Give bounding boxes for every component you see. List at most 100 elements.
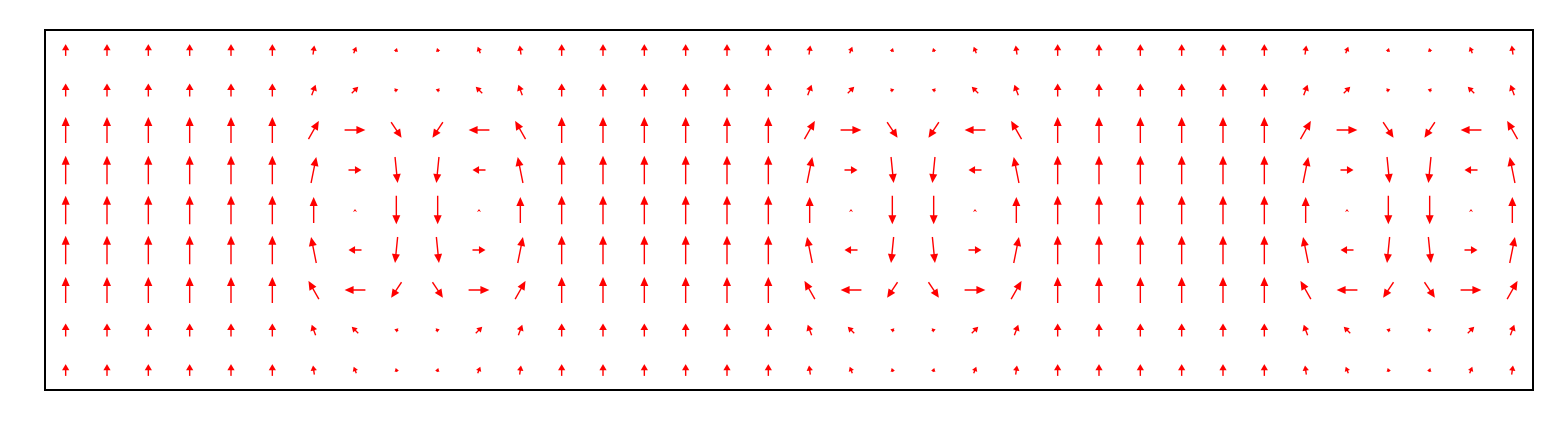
arrow	[1095, 277, 1103, 303]
arrow	[1427, 368, 1432, 373]
arrow	[472, 166, 486, 174]
arrow	[1425, 195, 1434, 225]
arrow	[1095, 44, 1103, 56]
arrow	[1011, 157, 1020, 184]
arrow	[1336, 126, 1358, 134]
arrow	[1302, 157, 1311, 184]
arrow	[1508, 324, 1516, 336]
arrow	[185, 195, 194, 225]
arrow	[681, 117, 690, 143]
arrow	[849, 209, 853, 212]
arrow	[1053, 195, 1062, 225]
arrow	[1219, 277, 1227, 303]
arrow	[805, 197, 814, 223]
arrow	[268, 44, 276, 56]
arrow	[927, 281, 939, 298]
arrow	[806, 365, 813, 375]
arrow	[227, 117, 235, 143]
arrow	[1219, 364, 1227, 376]
arrow	[1136, 117, 1145, 143]
arrow	[764, 44, 772, 56]
arrow	[929, 156, 938, 183]
arrow	[1013, 365, 1020, 375]
arrow	[351, 86, 359, 94]
arrow	[344, 126, 366, 134]
arrow	[971, 326, 979, 334]
arrow	[103, 323, 111, 337]
arrow	[435, 48, 441, 53]
arrow	[1136, 155, 1145, 185]
arrow	[972, 46, 978, 54]
arrow	[144, 277, 153, 303]
arrow	[103, 195, 111, 225]
arrow	[1260, 364, 1268, 376]
arrow	[1219, 44, 1227, 56]
arrow	[433, 156, 442, 183]
arrow	[1460, 126, 1482, 134]
arrow	[268, 83, 277, 97]
arrow	[352, 366, 358, 374]
arrow	[764, 155, 773, 185]
arrow	[351, 326, 359, 334]
arrow	[517, 365, 524, 375]
arrow	[1302, 365, 1309, 375]
arrow	[62, 364, 70, 376]
arrow	[1260, 44, 1268, 56]
arrow	[1468, 46, 1474, 54]
arrow	[640, 235, 649, 265]
arrow	[144, 44, 152, 56]
arrow	[61, 195, 70, 225]
arrow	[557, 323, 566, 337]
arrow	[1345, 209, 1349, 212]
arrow	[964, 286, 986, 294]
arrow	[640, 83, 649, 97]
arrow	[1260, 277, 1269, 303]
arrow	[103, 155, 111, 185]
arrow	[848, 366, 854, 374]
arrow	[394, 368, 399, 373]
arrow	[61, 235, 70, 265]
arrow	[1219, 235, 1227, 265]
arrow	[310, 365, 317, 375]
arrow	[764, 364, 772, 376]
arrow	[1178, 44, 1186, 56]
arrow	[227, 323, 235, 337]
arrow	[844, 166, 858, 174]
arrow	[640, 195, 649, 225]
arrow	[681, 195, 690, 225]
arrow	[928, 121, 940, 138]
arrow	[557, 83, 566, 97]
arrow	[1426, 236, 1435, 263]
arrow	[968, 246, 982, 254]
arrow	[186, 364, 194, 376]
arrow	[1509, 45, 1516, 55]
arrow	[1386, 368, 1391, 373]
arrow	[227, 83, 235, 97]
arrow	[723, 277, 731, 303]
arrow	[640, 364, 648, 376]
arrow	[640, 117, 649, 143]
arrow	[103, 83, 111, 97]
arrow	[968, 166, 982, 174]
arrow	[468, 286, 490, 294]
arrow	[472, 246, 486, 254]
arrow	[1424, 121, 1436, 138]
arrow	[1425, 156, 1434, 183]
arrow	[1260, 195, 1269, 225]
arrow	[931, 88, 936, 93]
arrow	[1386, 328, 1391, 333]
arrow	[476, 366, 482, 374]
arrow	[599, 44, 607, 56]
arrow	[392, 195, 401, 225]
arrow	[103, 44, 111, 56]
arrow	[61, 323, 70, 337]
arrow	[103, 235, 111, 265]
arrow	[1464, 246, 1478, 254]
arrow	[1382, 121, 1394, 138]
arrow	[888, 195, 897, 225]
arrow	[268, 155, 277, 185]
arrow	[1219, 195, 1227, 225]
arrow	[310, 157, 319, 184]
arrow	[1010, 280, 1022, 300]
arrow	[557, 117, 566, 143]
